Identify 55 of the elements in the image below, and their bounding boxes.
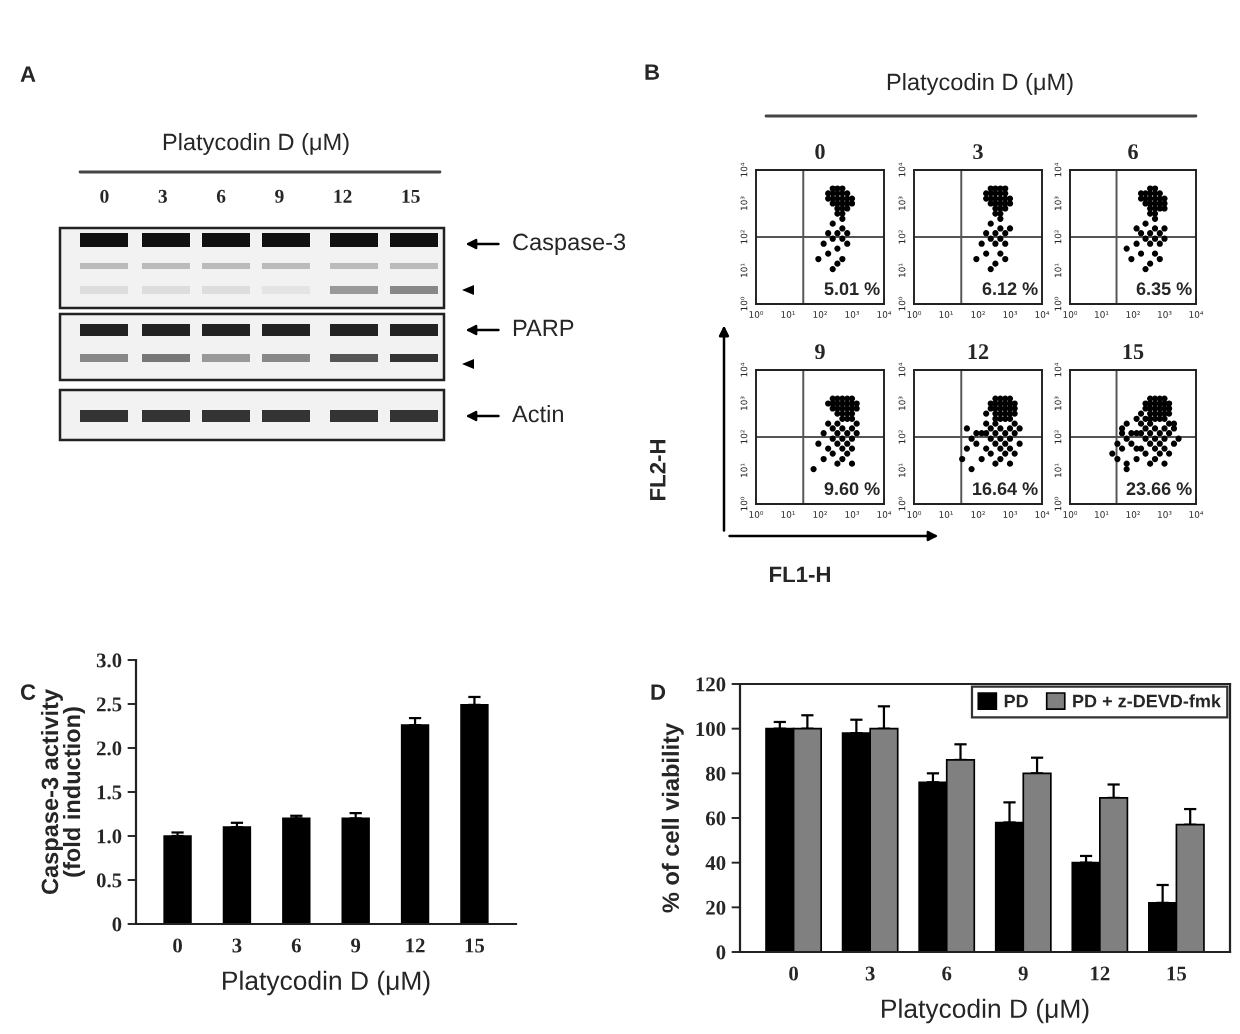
x-axis-title: FL1-H bbox=[770, 566, 830, 583]
text: A bbox=[20, 66, 36, 82]
text: Caspase-3 bbox=[513, 233, 626, 256]
y-tick-label: 60 bbox=[705, 811, 726, 826]
legend-label: PD + z-DEVD-fmk bbox=[1073, 694, 1221, 708]
text: Platycodin D (μM) bbox=[887, 73, 1073, 95]
x-tick-label: 12 bbox=[406, 938, 425, 953]
y-axis-title: % of cell viability bbox=[661, 722, 684, 913]
y-tick-label: 100 bbox=[696, 722, 726, 737]
text: Actin bbox=[512, 405, 563, 423]
annotation: 5.01 % bbox=[824, 282, 880, 296]
x-tick-label: 6 bbox=[291, 938, 301, 953]
annotation: 6.12 % bbox=[982, 282, 1038, 296]
annotation: 23.66 % bbox=[1126, 482, 1192, 496]
x-axis-title: Platycodin D (μM) bbox=[223, 970, 430, 996]
x-tick-label: 9 bbox=[1018, 966, 1028, 981]
chart-title: 0 bbox=[815, 144, 825, 160]
text: B bbox=[645, 64, 660, 80]
x-axis-title: Platycodin D (μM) bbox=[882, 998, 1089, 1024]
y-tick-label: 120 bbox=[696, 677, 726, 692]
y-tick-label: 2.0 bbox=[96, 741, 122, 756]
x-tick-label: 3 bbox=[865, 966, 875, 981]
y-tick-label: 80 bbox=[705, 766, 726, 781]
x-tick-label: 0 bbox=[173, 938, 182, 953]
y-tick-label: 2.5 bbox=[96, 697, 122, 712]
x-tick-label: 9 bbox=[351, 938, 361, 953]
x-tick-label: 12 bbox=[1091, 966, 1110, 981]
x-tick-label: 6 bbox=[942, 966, 952, 981]
x-tick-label: 15 bbox=[1167, 966, 1187, 981]
chart-title: 9 bbox=[815, 344, 825, 360]
chart-title: 3 bbox=[973, 144, 983, 160]
legend-label: PD bbox=[1004, 694, 1028, 708]
y-tick-label: 0.5 bbox=[96, 873, 122, 888]
annotation: 16.64 % bbox=[973, 482, 1038, 496]
chart-title: 15 bbox=[1123, 344, 1144, 360]
text: C bbox=[20, 684, 36, 700]
x-tick-label: 3 bbox=[232, 938, 242, 953]
y-tick-label: 20 bbox=[706, 900, 726, 915]
annotation: 9.60 % bbox=[824, 482, 880, 496]
text: PARP bbox=[513, 319, 574, 337]
x-tick-label: 15 bbox=[465, 938, 485, 953]
chart-title: 12 bbox=[968, 344, 989, 359]
y-tick-label: 40 bbox=[705, 856, 726, 871]
y-axis-title: Caspase-3 activity (fold induction) bbox=[40, 689, 85, 895]
annotation: 6.35 % bbox=[1136, 282, 1192, 296]
text: 0 3 6 9 12 15 bbox=[100, 189, 420, 203]
text: D bbox=[651, 684, 666, 700]
y-tick-label: 1.5 bbox=[97, 785, 122, 800]
text: Platycodin D (μM) bbox=[163, 133, 349, 156]
chart-title: 6 bbox=[1128, 144, 1138, 160]
y-tick-label: 0 bbox=[112, 917, 122, 932]
y-tick-label: 1.0 bbox=[97, 829, 122, 844]
y-axis-title: FL2-H bbox=[649, 440, 666, 500]
y-tick-label: 3.0 bbox=[96, 653, 122, 668]
x-tick-label: 0 bbox=[789, 966, 799, 981]
